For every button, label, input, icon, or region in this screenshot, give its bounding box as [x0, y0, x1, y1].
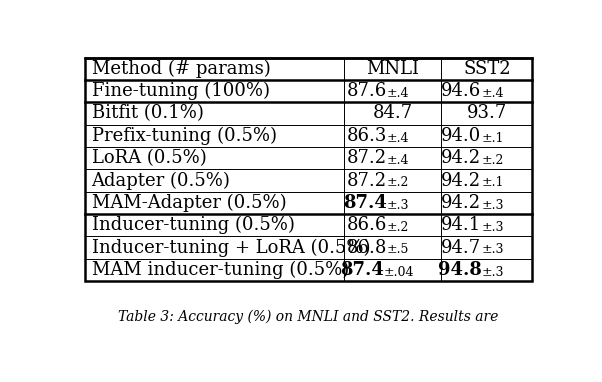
- Text: ±.3: ±.3: [482, 243, 504, 256]
- Text: ±.3: ±.3: [482, 266, 504, 279]
- Text: ±.3: ±.3: [482, 221, 504, 234]
- Text: 86.6: 86.6: [347, 216, 387, 234]
- Text: ±.2: ±.2: [387, 221, 409, 234]
- Text: ±.1: ±.1: [482, 176, 504, 189]
- Text: 94.7: 94.7: [441, 239, 482, 257]
- Text: Fine-tuning (100%): Fine-tuning (100%): [92, 82, 270, 100]
- Text: 94.2: 94.2: [441, 172, 482, 189]
- Text: MAM inducer-tuning (0.5%): MAM inducer-tuning (0.5%): [92, 261, 349, 279]
- Text: 87.2: 87.2: [347, 172, 387, 189]
- Text: 86.3: 86.3: [347, 127, 387, 145]
- Text: 87.6: 87.6: [347, 82, 387, 100]
- Text: ±.4: ±.4: [482, 87, 504, 100]
- Text: 94.2: 94.2: [441, 194, 482, 212]
- Text: ±.04: ±.04: [384, 266, 415, 279]
- Text: ±.4: ±.4: [387, 87, 409, 100]
- Text: 86.8: 86.8: [347, 239, 387, 257]
- Text: Table 3: Accuracy (%) on MNLI and SST2. Results are: Table 3: Accuracy (%) on MNLI and SST2. …: [119, 309, 498, 324]
- Text: LoRA (0.5%): LoRA (0.5%): [92, 149, 206, 167]
- Text: 94.2: 94.2: [441, 149, 482, 167]
- Text: ±.4: ±.4: [387, 131, 409, 144]
- Text: Bitfit (0.1%): Bitfit (0.1%): [92, 105, 203, 123]
- Text: ±.2: ±.2: [482, 154, 504, 167]
- Text: SST2: SST2: [463, 60, 510, 78]
- Text: 93.7: 93.7: [467, 105, 507, 123]
- Text: ±.3: ±.3: [482, 199, 504, 212]
- Bar: [84, 58, 533, 281]
- Text: ±.5: ±.5: [387, 243, 409, 256]
- Text: 87.2: 87.2: [347, 149, 387, 167]
- Text: ±.1: ±.1: [482, 131, 504, 144]
- Text: 94.6: 94.6: [441, 82, 482, 100]
- Text: 84.7: 84.7: [373, 105, 412, 123]
- Text: Inducer-tuning (0.5%): Inducer-tuning (0.5%): [92, 216, 294, 235]
- Text: Method (# params): Method (# params): [92, 60, 270, 78]
- Text: Prefix-tuning (0.5%): Prefix-tuning (0.5%): [92, 127, 276, 145]
- Text: MNLI: MNLI: [366, 60, 419, 78]
- Text: 87.4: 87.4: [340, 261, 384, 279]
- Text: ±.2: ±.2: [387, 176, 409, 189]
- Text: ±.4: ±.4: [387, 154, 409, 167]
- Text: 94.8: 94.8: [438, 261, 482, 279]
- Text: MAM-Adapter (0.5%): MAM-Adapter (0.5%): [92, 194, 286, 212]
- Text: 94.0: 94.0: [441, 127, 482, 145]
- Text: Adapter (0.5%): Adapter (0.5%): [92, 172, 231, 190]
- Text: ±.3: ±.3: [387, 199, 409, 212]
- Text: 94.1: 94.1: [441, 216, 482, 234]
- Text: 87.4: 87.4: [343, 194, 387, 212]
- Text: Inducer-tuning + LoRA (0.5%): Inducer-tuning + LoRA (0.5%): [92, 238, 370, 257]
